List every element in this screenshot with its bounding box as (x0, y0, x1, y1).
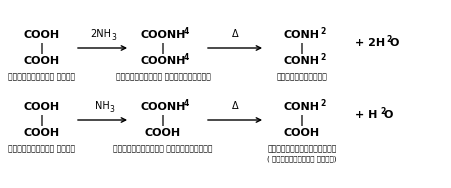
Text: ऑन्क्सैमाइड: ऑन्क्सैमाइड (276, 73, 327, 82)
Text: |: | (40, 114, 44, 126)
Text: 3: 3 (111, 33, 115, 42)
Text: |: | (299, 42, 304, 54)
Text: 2NH: 2NH (90, 29, 111, 39)
Text: COOH: COOH (24, 128, 60, 138)
Text: मोनोऑन्क्सैमाइड: मोनोऑन्क्सैमाइड (267, 145, 336, 153)
Text: CONH: CONH (283, 30, 319, 40)
Text: |: | (40, 42, 44, 54)
Text: 2: 2 (379, 108, 384, 117)
Text: 2: 2 (385, 36, 391, 45)
Text: आन्क्सैलिक अम्ल: आन्क्सैलिक अम्ल (9, 145, 75, 153)
Text: COONH: COONH (140, 56, 185, 66)
Text: COOH: COOH (145, 128, 181, 138)
Text: 2: 2 (319, 27, 325, 36)
Text: NH: NH (95, 101, 110, 111)
Text: 2: 2 (319, 52, 325, 61)
Text: मोनोअमोनियम ऑन्क्सैलेग: मोनोअमोनियम ऑन्क्सैलेग (113, 145, 212, 153)
Text: Δ: Δ (231, 101, 238, 111)
Text: |: | (299, 114, 304, 126)
Text: + H: + H (354, 110, 377, 120)
Text: आन्क्सैलिक अम्ल: आन्क्सैलिक अम्ल (9, 73, 75, 82)
Text: COOH: COOH (24, 102, 60, 112)
Text: 4: 4 (184, 27, 189, 36)
Text: O: O (383, 110, 392, 120)
Text: COOH: COOH (24, 56, 60, 66)
Text: 2: 2 (319, 99, 325, 108)
Text: COOH: COOH (283, 128, 319, 138)
Text: डाइअमोनियम ऑन्क्सैलेग: डाइअमोनियम ऑन्क्सैलेग (115, 73, 210, 82)
Text: 4: 4 (184, 99, 189, 108)
Text: |: | (161, 42, 165, 54)
Text: COOH: COOH (24, 30, 60, 40)
Text: 3: 3 (109, 105, 114, 114)
Text: O: O (389, 38, 399, 48)
Text: 4: 4 (184, 52, 189, 61)
Text: |: | (161, 114, 165, 126)
Text: CONH: CONH (283, 102, 319, 112)
Text: Δ: Δ (231, 29, 238, 39)
Text: COONH: COONH (140, 30, 185, 40)
Text: CONH: CONH (283, 56, 319, 66)
Text: COONH: COONH (140, 102, 185, 112)
Text: + 2H: + 2H (354, 38, 384, 48)
Text: ( ऑन्क्सैमिक अम्ल): ( ऑन्क्सैमिक अम्ल) (267, 156, 336, 162)
